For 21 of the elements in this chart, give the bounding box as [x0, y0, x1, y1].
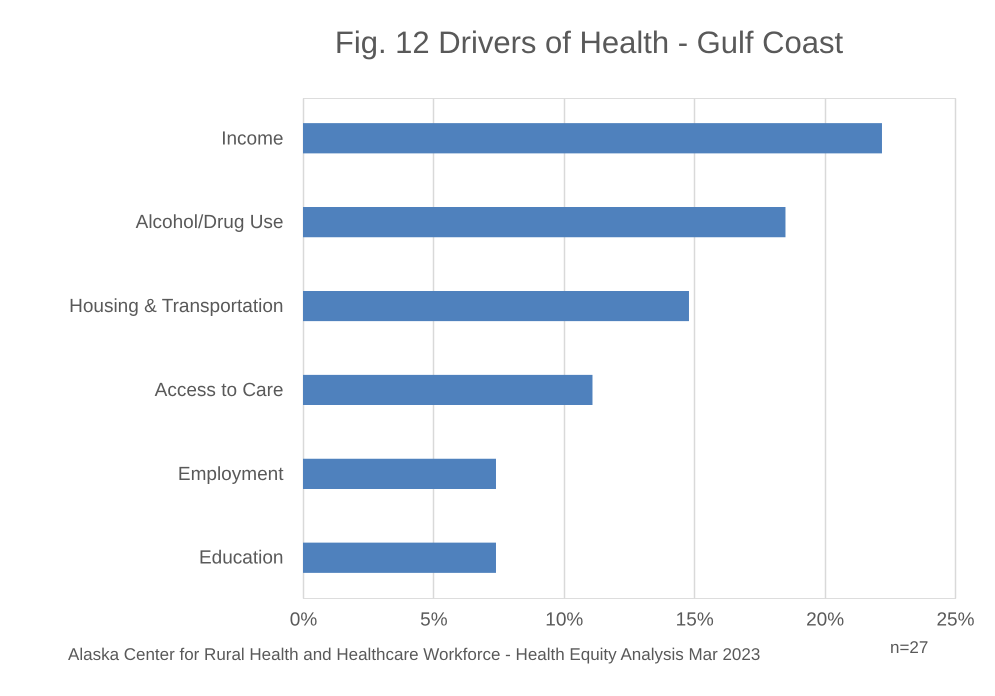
x-tick-label: 10%	[545, 610, 584, 630]
bar	[303, 458, 496, 489]
x-tick-label: 5%	[420, 610, 448, 630]
text: n=27	[890, 638, 928, 657]
x-tick-label: 15%	[676, 610, 714, 630]
y-tick-label: Alcohol/Drug Use	[136, 212, 284, 234]
bar	[303, 374, 592, 406]
chart-title: Fig. 12 Drivers of Health - Gulf Coast	[334, 25, 844, 60]
x-tick-label: 25%	[936, 610, 975, 630]
y-tick-label: Housing & Transportation	[69, 296, 284, 318]
bar	[303, 290, 689, 322]
bar	[303, 123, 882, 154]
bar	[303, 542, 496, 573]
y-tick-label: Employment	[178, 464, 284, 485]
y-tick-label: Income	[221, 128, 284, 150]
text: Alaska Center for Rural Health and Healthcare Workforce - Health Equity Analysis Mar 2023	[68, 645, 760, 664]
bar	[303, 207, 786, 238]
x-tick-label: 20%	[806, 610, 844, 630]
y-tick-label: Education	[198, 548, 284, 569]
x-tick-label: 0%	[290, 610, 318, 630]
y-tick-label: Access to Care	[154, 380, 284, 401]
